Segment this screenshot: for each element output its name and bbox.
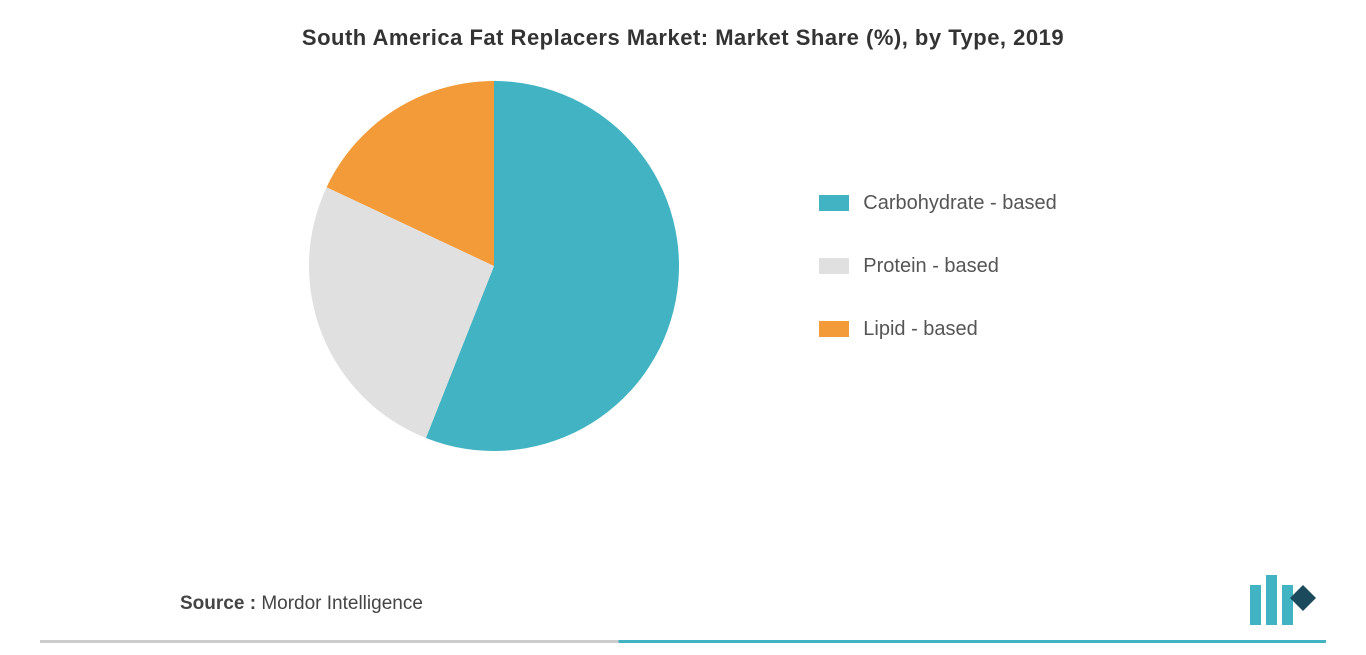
- legend: Carbohydrate - based Protein - based Lipid…: [819, 192, 1056, 341]
- logo-diamond: [1290, 585, 1316, 611]
- source-label: Source :: [180, 593, 256, 614]
- logo-bar-3: [1282, 585, 1293, 625]
- mordor-logo: [1246, 575, 1316, 625]
- legend-swatch: [819, 321, 849, 337]
- source-value: Mordor Intelligence: [261, 593, 423, 614]
- legend-label: Lipid - based: [863, 318, 978, 341]
- legend-swatch: [819, 258, 849, 274]
- logo-bar-1: [1250, 585, 1261, 625]
- legend-label: Carbohydrate - based: [863, 192, 1056, 215]
- legend-item: Lipid - based: [819, 318, 1056, 341]
- pie-svg: [309, 81, 679, 451]
- legend-item: Carbohydrate - based: [819, 192, 1056, 215]
- logo-svg: [1246, 575, 1316, 625]
- pie-chart: [309, 81, 679, 451]
- logo-bar-2: [1266, 575, 1277, 625]
- legend-label: Protein - based: [863, 255, 999, 278]
- source-line: Source : Mordor Intelligence: [180, 593, 423, 615]
- chart-body: Carbohydrate - based Protein - based Lipid…: [40, 81, 1326, 451]
- legend-item: Protein - based: [819, 255, 1056, 278]
- chart-title: South America Fat Replacers Market: Mark…: [40, 25, 1326, 51]
- bottom-border: [40, 640, 1326, 643]
- legend-swatch: [819, 195, 849, 211]
